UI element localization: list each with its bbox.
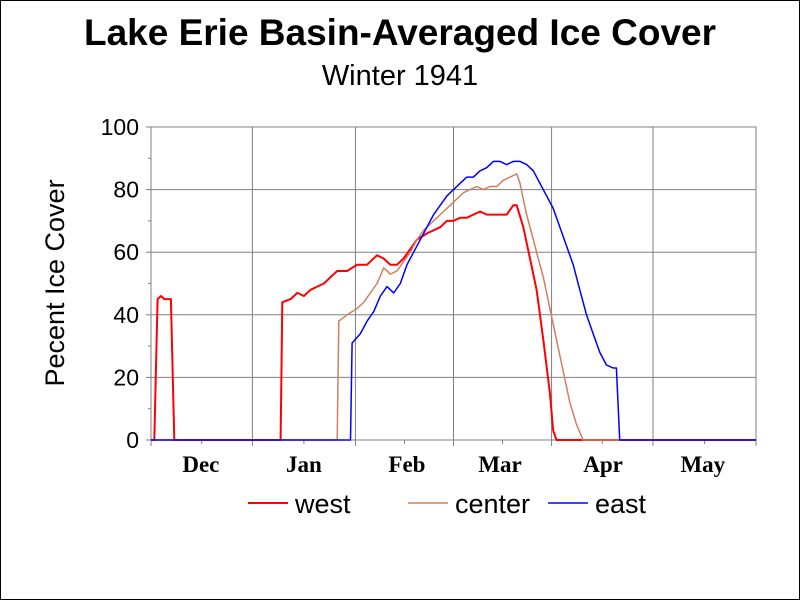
grid-lines [151,127,756,440]
legend-label-east: east [595,489,647,519]
legend: west center east [248,489,647,519]
x-tick-label: Mar [478,452,521,477]
chart-subtitle: Winter 1941 [321,60,479,92]
chart-title: Lake Erie Basin-Averaged Ice Cover [83,12,717,53]
x-tick-label: Jan [286,452,322,477]
x-tick-label: Apr [583,452,623,477]
axis-ticks [148,157,757,446]
x-tick-label: May [680,452,725,477]
y-tick-label: 20 [113,364,139,390]
series-lines [151,160,756,441]
y-axis-label: Pecent Ice Cover [40,179,70,386]
y-tick-label: 40 [113,302,139,328]
x-tick-label: Feb [388,452,425,477]
legend-label-center: center [455,489,530,519]
x-axis-ticks: Dec Jan Feb Mar Apr May [182,452,725,477]
series-line-center [151,173,756,441]
y-tick-label: 80 [113,177,139,203]
y-tick-label: 0 [126,427,139,453]
series-line-east [151,160,756,441]
x-tick-label: Dec [182,452,219,477]
y-axis-ticks: 0 20 40 60 80 100 [101,114,151,453]
y-tick-label: 100 [101,114,139,140]
legend-label-west: west [294,489,351,519]
y-tick-label: 60 [113,239,139,265]
